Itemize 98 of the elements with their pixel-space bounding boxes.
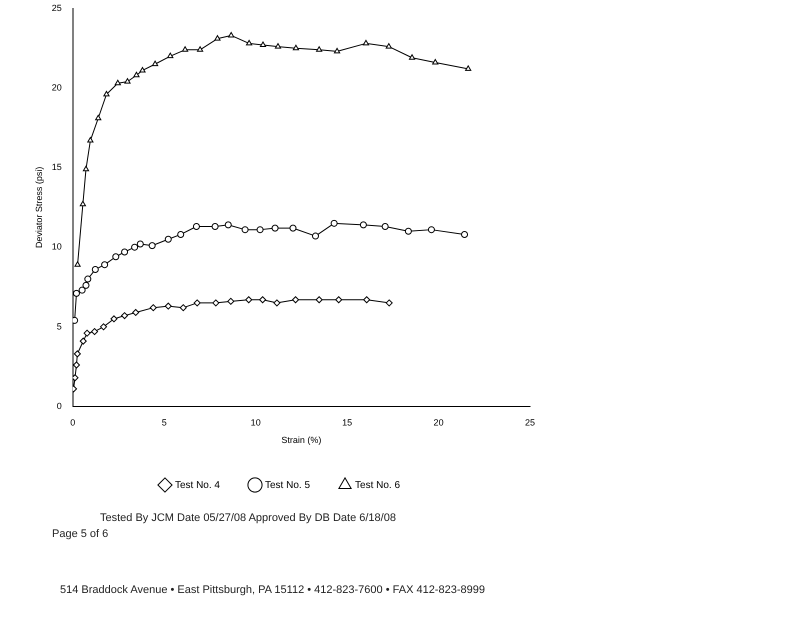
y-tick-label: 5: [56, 321, 62, 332]
point: [408, 54, 416, 60]
point: [274, 43, 282, 49]
point: [136, 240, 144, 248]
point: [124, 78, 131, 84]
point: [461, 230, 468, 238]
point: [121, 248, 128, 256]
point: [114, 80, 121, 86]
point: [428, 226, 435, 234]
point: [259, 296, 266, 304]
point: [432, 59, 438, 65]
point: [362, 40, 370, 46]
point: [84, 276, 92, 283]
point: [334, 48, 340, 54]
point: [167, 52, 174, 58]
point: [164, 236, 172, 243]
point: [84, 330, 91, 337]
point: [289, 224, 296, 232]
point: [139, 66, 146, 72]
x-tick-label: 5: [162, 417, 167, 428]
point: [316, 296, 323, 304]
x-axis-title: Strain (%): [281, 435, 322, 446]
point: [386, 299, 393, 306]
point: [194, 299, 201, 306]
point: [152, 60, 158, 66]
point: [80, 338, 87, 345]
point: [112, 253, 120, 260]
point: [256, 226, 264, 234]
point: [103, 90, 110, 96]
legend-label: Test No. 5: [264, 480, 310, 491]
point: [363, 296, 370, 304]
point: [192, 223, 200, 230]
point: [312, 232, 319, 240]
point: [110, 315, 118, 322]
point: [180, 304, 187, 312]
point: [242, 226, 249, 234]
point: [182, 46, 188, 52]
point: [72, 290, 80, 297]
point: [382, 223, 389, 230]
text: Tested By JCM Date 05/27/08 Approved By DB Date 6/18/08: [100, 512, 396, 524]
y-tick-label: 25: [52, 2, 62, 13]
point: [228, 32, 234, 38]
x-tick-label: 25: [524, 417, 536, 428]
point: [196, 46, 204, 52]
point: [335, 296, 342, 304]
y-tick-label: 0: [56, 400, 62, 411]
y-tick-label: 10: [52, 242, 62, 252]
legend-label: Test No. 6: [355, 480, 400, 491]
point: [224, 221, 232, 228]
text: 514 Braddock Avenue • East Pittsburgh, PA 15112 • 412-823-7600 • FAX 412-823-8999: [60, 584, 485, 596]
point: [292, 296, 300, 304]
point: [72, 362, 80, 369]
point: [273, 299, 280, 306]
point: [386, 43, 392, 49]
point: [133, 72, 140, 78]
point: [78, 286, 86, 294]
x-tick-label: 15: [342, 417, 352, 428]
point: [272, 224, 279, 232]
point: [148, 242, 156, 250]
y-tick-label: 20: [52, 82, 62, 92]
point: [330, 220, 338, 227]
text: Page 5 of 6: [52, 528, 108, 540]
y-axis-title: Deviator Stress (psi): [34, 166, 44, 248]
point: [212, 223, 219, 230]
point: [82, 166, 90, 172]
point: [82, 282, 90, 289]
x-tick-label: 0: [70, 417, 76, 428]
point: [121, 312, 128, 320]
point: [91, 328, 98, 336]
point: [72, 316, 78, 324]
point: [131, 244, 138, 251]
point: [150, 304, 157, 312]
x-tick-label: 20: [434, 417, 444, 428]
point: [95, 114, 102, 120]
point: [227, 298, 234, 305]
point: [246, 40, 252, 46]
point: [292, 44, 300, 50]
point: [72, 374, 79, 382]
point: [100, 323, 108, 330]
point: [74, 350, 81, 358]
point: [177, 230, 184, 238]
point: [465, 65, 472, 71]
point: [164, 302, 172, 310]
point: [316, 46, 322, 52]
point: [212, 299, 220, 306]
point: [404, 228, 412, 235]
legend-label: Test No. 4: [174, 480, 220, 491]
x-tick-label: 10: [250, 417, 261, 428]
point: [214, 35, 221, 41]
point: [245, 296, 252, 304]
point: [132, 308, 140, 316]
point: [87, 137, 94, 143]
point: [101, 261, 108, 268]
y-tick-label: 15: [52, 162, 62, 172]
point: [360, 221, 367, 228]
point: [92, 266, 99, 273]
point: [260, 42, 266, 48]
point: [80, 200, 86, 206]
